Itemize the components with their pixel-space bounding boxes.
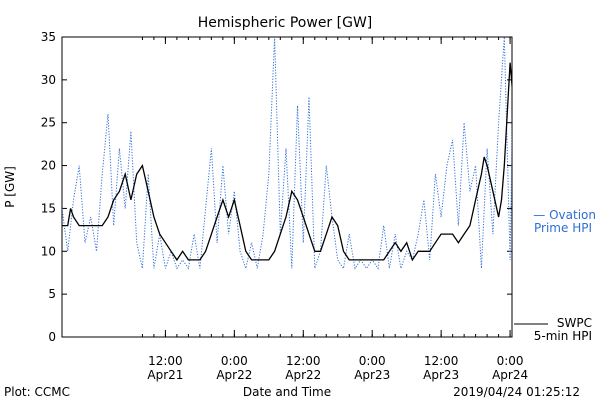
series-line-ovation: [62, 37, 512, 271]
x-tick-label: 0:00: [221, 354, 248, 368]
y-tick-label: 25: [41, 116, 56, 130]
x-tick-sublabel: Apr22: [216, 368, 252, 382]
x-tick-label: 12:00: [148, 354, 183, 368]
y-tick-label: 5: [48, 287, 56, 301]
x-tick-label: 0:00: [497, 354, 524, 368]
x-tick-sublabel: Apr24: [492, 368, 528, 382]
series-line-swpc: [62, 62, 512, 262]
y-axis: 0 5 10 15 20 25 30 35: [41, 30, 512, 344]
y-tick-label: 0: [48, 330, 56, 344]
y-tick-label: 30: [41, 73, 56, 87]
y-tick-label: 10: [41, 244, 56, 258]
x-axis-label: Date and Time: [243, 385, 331, 399]
plot-timestamp: 2019/04/24 01:25:12: [453, 385, 580, 399]
legend-swpc-label: SWPC: [557, 316, 592, 330]
x-tick-label: 12:00: [286, 354, 321, 368]
legend-swpc-label-2: 5-min HPI: [534, 329, 592, 343]
x-tick-sublabel: Apr23: [423, 368, 459, 382]
x-tick-label: 12:00: [424, 354, 459, 368]
x-axis: 12:00Apr210:00Apr2212:00Apr220:00Apr2312…: [141, 37, 528, 382]
y-tick-label: 35: [41, 30, 56, 44]
x-tick-label: 0:00: [359, 354, 386, 368]
x-tick-sublabel: Apr23: [354, 368, 390, 382]
y-tick-label: 20: [41, 159, 56, 173]
legend-ovation-label-2: Prime HPI: [534, 221, 592, 235]
y-axis-label: P [GW]: [3, 166, 17, 208]
legend-ovation-label: — Ovation: [533, 208, 596, 222]
y-tick-label: 15: [41, 201, 56, 215]
plot-credit: Plot: CCMC: [4, 385, 70, 399]
chart-title: Hemispheric Power [GW]: [198, 15, 373, 31]
plot-frame: [61, 36, 513, 338]
x-tick-sublabel: Apr21: [147, 368, 183, 382]
x-tick-sublabel: Apr22: [285, 368, 321, 382]
series-layer: [62, 37, 512, 271]
